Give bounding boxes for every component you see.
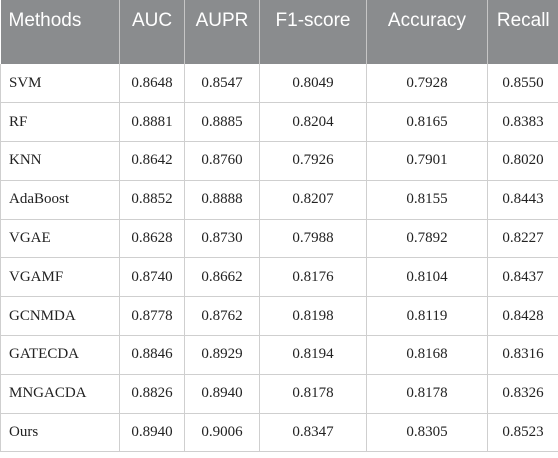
cell-accuracy: 0.8168 xyxy=(366,335,488,375)
cell-f1-score: 0.8198 xyxy=(259,296,367,337)
cell-method: Ours xyxy=(0,413,120,453)
cell-accuracy: 0.7892 xyxy=(366,219,488,259)
cell-method: VGAE xyxy=(0,219,120,259)
cell-f1-score: 0.8347 xyxy=(259,413,367,453)
cell-aupr: 0.8888 xyxy=(184,180,260,220)
cell-auc: 0.8881 xyxy=(119,102,185,143)
cell-method: SVM xyxy=(0,64,120,104)
cell-auc: 0.8826 xyxy=(119,374,185,414)
header-f1-score: F1-score xyxy=(259,0,367,64)
cell-accuracy: 0.8305 xyxy=(366,413,488,453)
cell-auc: 0.8940 xyxy=(119,413,185,453)
table-header: Methods AUC AUPR F1-score Accuracy Recal… xyxy=(0,0,558,64)
cell-method: MNGACDA xyxy=(0,374,120,414)
cell-recall: 0.8523 xyxy=(487,413,558,453)
cell-auc: 0.8852 xyxy=(119,180,185,220)
cell-aupr: 0.8547 xyxy=(184,64,260,104)
cell-f1-score: 0.8176 xyxy=(259,257,367,298)
cell-method: VGAMF xyxy=(0,257,120,298)
cell-recall: 0.8227 xyxy=(487,219,558,259)
cell-auc: 0.8740 xyxy=(119,257,185,298)
cell-f1-score: 0.8049 xyxy=(259,64,367,104)
table-row: MNGACDA 0.8826 0.8940 0.8178 0.8178 0.8326 xyxy=(0,374,558,414)
cell-f1-score: 0.8204 xyxy=(259,102,367,143)
table-row: VGAE 0.8628 0.8730 0.7988 0.7892 0.8227 xyxy=(0,219,558,259)
cell-auc: 0.8628 xyxy=(119,219,185,259)
cell-accuracy: 0.8104 xyxy=(366,257,488,298)
cell-recall: 0.8443 xyxy=(487,180,558,220)
header-accuracy: Accuracy xyxy=(366,0,488,64)
cell-recall: 0.8437 xyxy=(487,257,558,298)
cell-aupr: 0.8762 xyxy=(184,296,260,337)
header-auc: AUC xyxy=(119,0,185,64)
cell-accuracy: 0.8119 xyxy=(366,296,488,337)
table-row: SVM 0.8648 0.8547 0.8049 0.7928 0.8550 xyxy=(0,64,558,104)
header-methods: Methods xyxy=(0,0,120,64)
cell-auc: 0.8642 xyxy=(119,141,185,181)
cell-aupr: 0.8885 xyxy=(184,102,260,143)
table-body: SVM 0.8648 0.8547 0.8049 0.7928 0.8550 RF 0.888… xyxy=(0,64,558,453)
cell-accuracy: 0.8155 xyxy=(366,180,488,220)
cell-aupr: 0.8929 xyxy=(184,335,260,375)
cell-auc: 0.8648 xyxy=(119,64,185,104)
cell-aupr: 0.8760 xyxy=(184,141,260,181)
cell-recall: 0.8550 xyxy=(487,64,558,104)
cell-recall: 0.8428 xyxy=(487,296,558,337)
cell-method: KNN xyxy=(0,141,120,181)
cell-auc: 0.8846 xyxy=(119,335,185,375)
cell-recall: 0.8316 xyxy=(487,335,558,375)
cell-accuracy: 0.8165 xyxy=(366,102,488,143)
cell-method: GCNMDA xyxy=(0,296,120,337)
cell-f1-score: 0.7926 xyxy=(259,141,367,181)
table-row: Ours 0.8940 0.9006 0.8347 0.8305 0.8523 xyxy=(0,413,558,453)
table-row: VGAMF 0.8740 0.8662 0.8176 0.8104 0.8437 xyxy=(0,257,558,298)
header-row: Methods AUC AUPR F1-score Accuracy Recal… xyxy=(0,0,558,64)
header-aupr: AUPR xyxy=(184,0,260,64)
cell-aupr: 0.8662 xyxy=(184,257,260,298)
cell-accuracy: 0.7928 xyxy=(366,64,488,104)
cell-f1-score: 0.7988 xyxy=(259,219,367,259)
cell-aupr: 0.8940 xyxy=(184,374,260,414)
cell-aupr: 0.8730 xyxy=(184,219,260,259)
cell-f1-score: 0.8194 xyxy=(259,335,367,375)
cell-auc: 0.8778 xyxy=(119,296,185,337)
cell-f1-score: 0.8178 xyxy=(259,374,367,414)
cell-aupr: 0.9006 xyxy=(184,413,260,453)
cell-accuracy: 0.7901 xyxy=(366,141,488,181)
table-row: RF 0.8881 0.8885 0.8204 0.8165 0.8383 xyxy=(0,102,558,143)
cell-f1-score: 0.8207 xyxy=(259,180,367,220)
table-row: AdaBoost 0.8852 0.8888 0.8207 0.8155 0.8443 xyxy=(0,180,558,220)
cell-method: GATECDA xyxy=(0,335,120,375)
cell-accuracy: 0.8178 xyxy=(366,374,488,414)
cell-recall: 0.8383 xyxy=(487,102,558,143)
table-row: GATECDA 0.8846 0.8929 0.8194 0.8168 0.8316 xyxy=(0,335,558,375)
table-row: KNN 0.8642 0.8760 0.7926 0.7901 0.8020 xyxy=(0,141,558,181)
table-row: GCNMDA 0.8778 0.8762 0.8198 0.8119 0.8428 xyxy=(0,296,558,337)
cell-recall: 0.8020 xyxy=(487,141,558,181)
header-recall: Recall xyxy=(487,0,558,64)
cell-recall: 0.8326 xyxy=(487,374,558,414)
cell-method: AdaBoost xyxy=(0,180,120,220)
cell-method: RF xyxy=(0,102,120,143)
